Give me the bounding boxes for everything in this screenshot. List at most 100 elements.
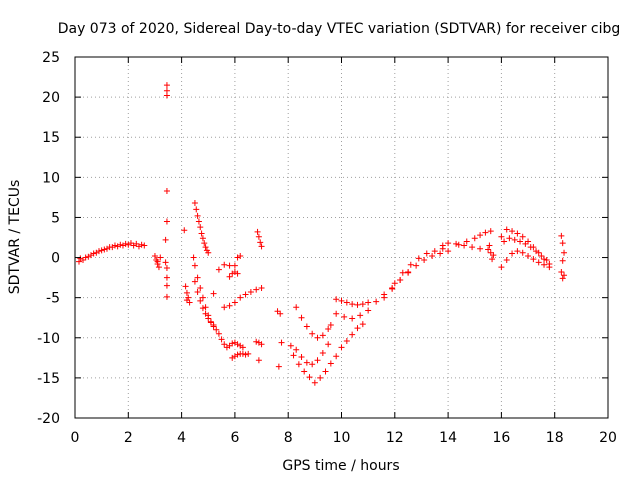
series-drop-15.6h [486, 242, 497, 263]
data-point [303, 359, 310, 366]
y-tick-label: -10 [37, 331, 60, 347]
series-v-shape-main [290, 321, 366, 386]
y-tick-label: -5 [46, 291, 60, 307]
x-tick-label: 20 [599, 430, 617, 446]
data-point [522, 240, 529, 247]
data-point [311, 379, 318, 386]
data-point [199, 235, 206, 242]
data-point [333, 296, 340, 303]
data-point [354, 325, 361, 332]
series-descent-4.5h [191, 200, 212, 256]
data-point [399, 269, 406, 276]
series-rise-12-14h [381, 248, 452, 301]
data-point [119, 242, 126, 249]
data-point [197, 297, 204, 304]
data-point [519, 233, 526, 240]
series-arc-16-17.7h-lower [498, 248, 553, 271]
x-tick-label: 4 [177, 430, 186, 446]
series-outliers-3.4h [162, 82, 170, 300]
data-point [101, 246, 108, 253]
data-point [191, 278, 198, 285]
data-point [303, 323, 310, 330]
series-arc-7.7h [274, 308, 285, 370]
data-point [162, 259, 169, 266]
x-tick-labels: 0 2 4 6 8 10 12 14 16 18 20 [71, 430, 617, 446]
data-point [210, 290, 217, 297]
y-tick-label: 10 [42, 170, 60, 186]
data-point [237, 294, 244, 301]
series-cluster-6.9h [254, 228, 265, 250]
data-point [183, 289, 190, 296]
data-point [477, 245, 484, 252]
series-arc-early-rise [75, 240, 148, 265]
data-point [253, 286, 260, 293]
data-point [205, 315, 212, 322]
data-point [258, 243, 265, 250]
data-point [482, 229, 489, 236]
data-point [93, 249, 100, 256]
x-axis-label: GPS time / hours [282, 458, 399, 474]
data-point [163, 92, 170, 99]
data-point [258, 341, 265, 348]
data-point [237, 252, 244, 259]
data-point [290, 352, 297, 359]
data-point [343, 299, 350, 306]
data-point [558, 268, 565, 275]
data-point [295, 361, 302, 368]
y-tick-labels: 25 20 15 10 5 0 -5 -10 -15 -20 [37, 50, 60, 427]
data-point [559, 257, 566, 264]
data-point [293, 346, 300, 353]
x-tick-label: 12 [386, 430, 404, 446]
data-point [338, 297, 345, 304]
data-point [162, 236, 169, 243]
x-tick-label: 16 [492, 430, 510, 446]
data-point [193, 206, 200, 213]
data-point [533, 248, 540, 255]
data-point [517, 238, 524, 245]
data-point [519, 249, 526, 256]
data-point [365, 307, 372, 314]
series-drop-4.5h-b [191, 278, 217, 328]
series-cluster-18.3h [558, 232, 568, 282]
data-point [75, 258, 82, 265]
x-tick-label: 2 [124, 430, 133, 446]
data-point [325, 325, 332, 332]
data-point [486, 242, 493, 249]
series-cluster-3h [151, 252, 164, 271]
data-point [197, 285, 204, 292]
data-point [114, 243, 121, 250]
data-point [202, 244, 209, 251]
data-point [141, 242, 148, 249]
data-point [455, 241, 462, 248]
data-point [365, 299, 372, 306]
series-v-shape-upper [293, 304, 334, 341]
data-point [155, 264, 162, 271]
data-point [229, 340, 236, 347]
data-point [431, 248, 438, 255]
data-point [201, 240, 208, 247]
data-point [234, 270, 241, 277]
data-point [439, 242, 446, 249]
series-v-shape-mid [287, 341, 332, 368]
data-point [309, 330, 316, 337]
data-point [407, 261, 414, 268]
data-point [253, 338, 260, 345]
data-point [254, 228, 261, 235]
data-point [373, 298, 380, 305]
data-point [525, 252, 532, 259]
data-point [98, 247, 105, 254]
data-point [190, 254, 197, 261]
data-point [278, 339, 285, 346]
data-point [453, 240, 460, 247]
data-point [490, 252, 497, 259]
data-point [239, 350, 246, 357]
axis-ticks [74, 56, 609, 419]
data-point [405, 269, 412, 276]
data-point [258, 285, 265, 292]
data-point [322, 368, 329, 375]
series-arc-16-17.7h-mid [501, 235, 550, 263]
series-arc-5.5-6.5h [215, 330, 246, 351]
data-point [226, 273, 233, 280]
data-point [413, 262, 420, 269]
data-point [215, 266, 222, 273]
